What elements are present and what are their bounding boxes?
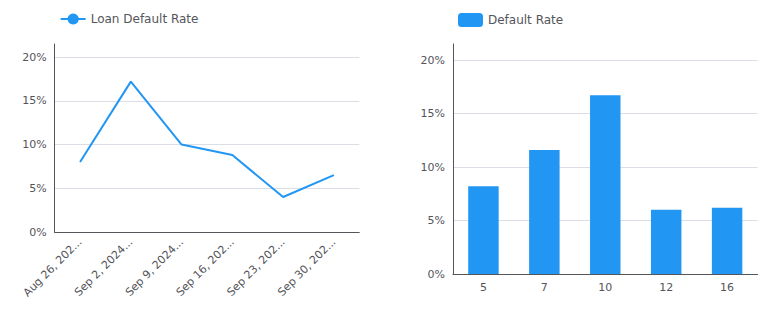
svg-text:Loan Default Rate: Loan Default Rate bbox=[91, 12, 199, 26]
svg-text:15%: 15% bbox=[22, 94, 46, 107]
svg-text:5%: 5% bbox=[29, 182, 46, 195]
svg-text:Sep 9, 2024...: Sep 9, 2024... bbox=[122, 235, 187, 299]
svg-text:5%: 5% bbox=[428, 214, 445, 227]
svg-text:5: 5 bbox=[480, 281, 487, 294]
svg-text:10%: 10% bbox=[421, 161, 445, 174]
svg-text:10%: 10% bbox=[22, 138, 46, 151]
svg-text:Default Rate: Default Rate bbox=[488, 13, 563, 27]
svg-text:Sep 30, 202...: Sep 30, 202... bbox=[275, 235, 338, 298]
svg-text:Sep 2, 2024...: Sep 2, 2024... bbox=[72, 235, 136, 299]
svg-text:0%: 0% bbox=[428, 268, 445, 281]
svg-text:20%: 20% bbox=[22, 51, 46, 64]
svg-text:7: 7 bbox=[541, 281, 548, 294]
svg-text:16: 16 bbox=[720, 281, 734, 294]
svg-text:Aug 26, 202...: Aug 26, 202... bbox=[20, 235, 85, 300]
svg-text:12: 12 bbox=[659, 281, 673, 294]
svg-text:Sep 16, 202...: Sep 16, 202... bbox=[173, 235, 237, 299]
svg-text:10: 10 bbox=[598, 281, 612, 294]
svg-text:15%: 15% bbox=[421, 107, 445, 120]
svg-text:20%: 20% bbox=[421, 54, 445, 67]
svg-text:0%: 0% bbox=[29, 226, 46, 239]
svg-text:Sep 23, 202...: Sep 23, 202... bbox=[224, 235, 288, 299]
